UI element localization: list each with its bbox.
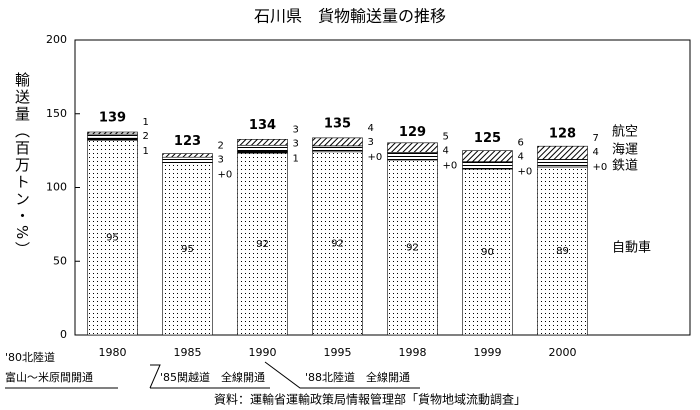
- bar-segment: [387, 159, 438, 336]
- data-label: 5: [443, 132, 449, 143]
- data-label: 3: [218, 155, 224, 166]
- bar-segment: [462, 168, 513, 336]
- legend-label: 自動車: [612, 241, 651, 256]
- bar-segment: [87, 133, 138, 139]
- data-label: +0: [368, 152, 383, 163]
- total-label: 139: [99, 110, 126, 125]
- data-label: 4: [593, 147, 599, 158]
- data-label: 89: [556, 246, 569, 257]
- annotation: 富山～米原間開通: [5, 370, 93, 384]
- annotation-line: [264, 361, 420, 389]
- bar-segment: [87, 139, 138, 336]
- bar-segment: [162, 156, 213, 163]
- annotation: '85関越道 全線開通: [160, 370, 265, 384]
- bar-segment: [312, 145, 363, 153]
- data-label: 92: [406, 242, 419, 253]
- y-tick-label: 100: [46, 181, 67, 194]
- annotation-line: [149, 364, 161, 389]
- bar-segment: [312, 151, 363, 336]
- source: 資料：運輸省運輸政策局情報管理部「貨物地域流動調査」: [214, 392, 526, 407]
- legend-label: 海運: [612, 143, 638, 158]
- annotation: '88北陸道 全線開通: [305, 370, 410, 384]
- data-label: +0: [593, 162, 608, 173]
- data-label: 7: [593, 133, 599, 144]
- data-label: 4: [443, 146, 449, 157]
- total-label: 135: [324, 116, 351, 131]
- data-label: 95: [181, 244, 194, 255]
- bar-segment: [87, 137, 138, 141]
- bar-segment: [387, 152, 438, 161]
- data-label: 2: [143, 131, 149, 142]
- y-tick-label: 150: [46, 107, 67, 120]
- y-tick-label: 50: [53, 254, 67, 267]
- bar-segment: [87, 131, 138, 135]
- data-label: 95: [106, 233, 119, 244]
- total-label: 128: [549, 127, 576, 142]
- bar-segment: [462, 150, 513, 162]
- legend-label: 鉄道: [612, 159, 638, 174]
- bar-segment: [537, 166, 588, 336]
- x-tick-label: 1980: [99, 346, 127, 359]
- data-label: 3: [368, 137, 374, 148]
- chart-title: 石川県 貨物輸送量の推移: [254, 7, 446, 26]
- y-tick-label: 0: [60, 328, 67, 341]
- legend-label: 航空: [612, 124, 638, 140]
- y-tick-label: 200: [46, 33, 67, 46]
- bar-segment: [237, 144, 288, 152]
- data-label: +0: [443, 161, 458, 172]
- total-label: 123: [174, 134, 201, 149]
- data-label: 92: [256, 239, 269, 250]
- data-label: 2: [218, 141, 224, 152]
- bar-segment: [387, 142, 438, 153]
- x-tick-label: 1990: [249, 346, 277, 359]
- bar-segment: [312, 137, 363, 147]
- data-label: 1: [143, 146, 149, 157]
- x-tick-label: 1999: [474, 346, 502, 359]
- data-label: 4: [518, 152, 524, 163]
- x-tick-label: 1998: [399, 346, 427, 359]
- data-label: +0: [218, 170, 233, 181]
- data-label: 1: [293, 153, 299, 164]
- data-label: 4: [368, 123, 374, 134]
- data-label: 3: [293, 138, 299, 149]
- y-axis-label: 輸送量（百万トン・%）: [13, 72, 31, 258]
- data-label: 92: [331, 238, 344, 249]
- bar-segment: [537, 145, 588, 160]
- bar-segment: [162, 153, 213, 158]
- x-tick-label: 1995: [324, 346, 352, 359]
- bar-segment: [237, 139, 288, 146]
- total-label: 134: [249, 118, 276, 133]
- total-label: 129: [399, 125, 426, 140]
- data-label: 1: [143, 117, 149, 128]
- data-label: +0: [518, 167, 533, 178]
- data-label: 90: [481, 247, 494, 258]
- annotation: '80北陸道: [5, 350, 55, 364]
- data-label: 3: [293, 124, 299, 135]
- total-label: 125: [474, 131, 501, 146]
- bar-segment: [462, 161, 513, 170]
- data-label: 6: [518, 138, 524, 149]
- bar-segment: [537, 159, 588, 168]
- x-tick-label: 2000: [549, 346, 577, 359]
- x-tick-label: 1985: [174, 346, 202, 359]
